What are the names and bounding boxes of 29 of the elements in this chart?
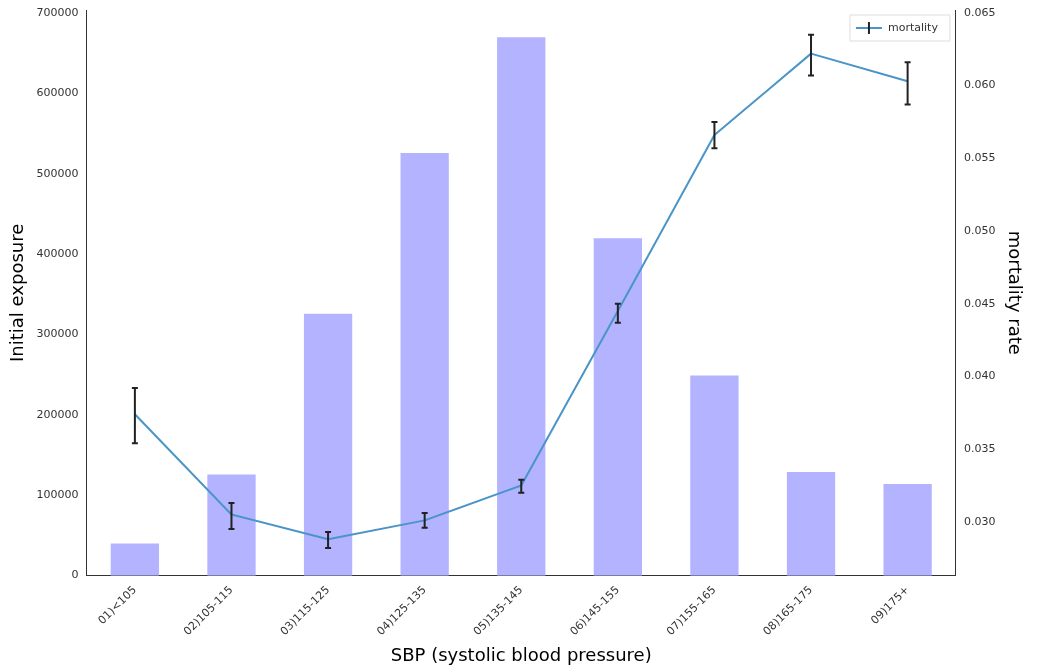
bar xyxy=(497,37,546,576)
bar xyxy=(303,313,353,576)
bar xyxy=(883,484,932,576)
y-tick-label: 400000 xyxy=(36,247,79,261)
y2-tick-label: 0.065 xyxy=(963,5,996,19)
bar xyxy=(110,543,160,576)
y-tick-label: 100000 xyxy=(36,488,79,502)
y2-tick-label: 0.030 xyxy=(963,514,996,528)
y2-axis-title: mortality rate xyxy=(1004,230,1026,355)
y2-tick-label: 0.045 xyxy=(963,296,996,310)
bar xyxy=(400,153,449,576)
y2-tick-label: 0.050 xyxy=(963,223,996,237)
y-tick-label: 600000 xyxy=(36,86,79,100)
legend-label: mortality xyxy=(887,20,939,34)
y-tick-label: 0 xyxy=(71,568,79,582)
y-tick-label: 700000 xyxy=(36,6,79,20)
bar xyxy=(207,474,256,576)
y2-tick-label: 0.060 xyxy=(963,78,996,92)
y2-tick-label: 0.055 xyxy=(963,151,996,165)
y-tick-label: 300000 xyxy=(36,327,79,341)
y2-tick-label: 0.035 xyxy=(963,441,996,455)
y2-tick-label: 0.040 xyxy=(963,369,996,383)
y-axis-title: Initial exposure xyxy=(6,223,28,362)
bar xyxy=(786,471,836,576)
y-tick-label: 200000 xyxy=(36,407,79,421)
bar xyxy=(593,238,642,576)
bar xyxy=(690,375,739,576)
x-axis-title: SBP (systolic blood pressure) xyxy=(390,643,652,665)
y-tick-label: 500000 xyxy=(36,166,79,180)
